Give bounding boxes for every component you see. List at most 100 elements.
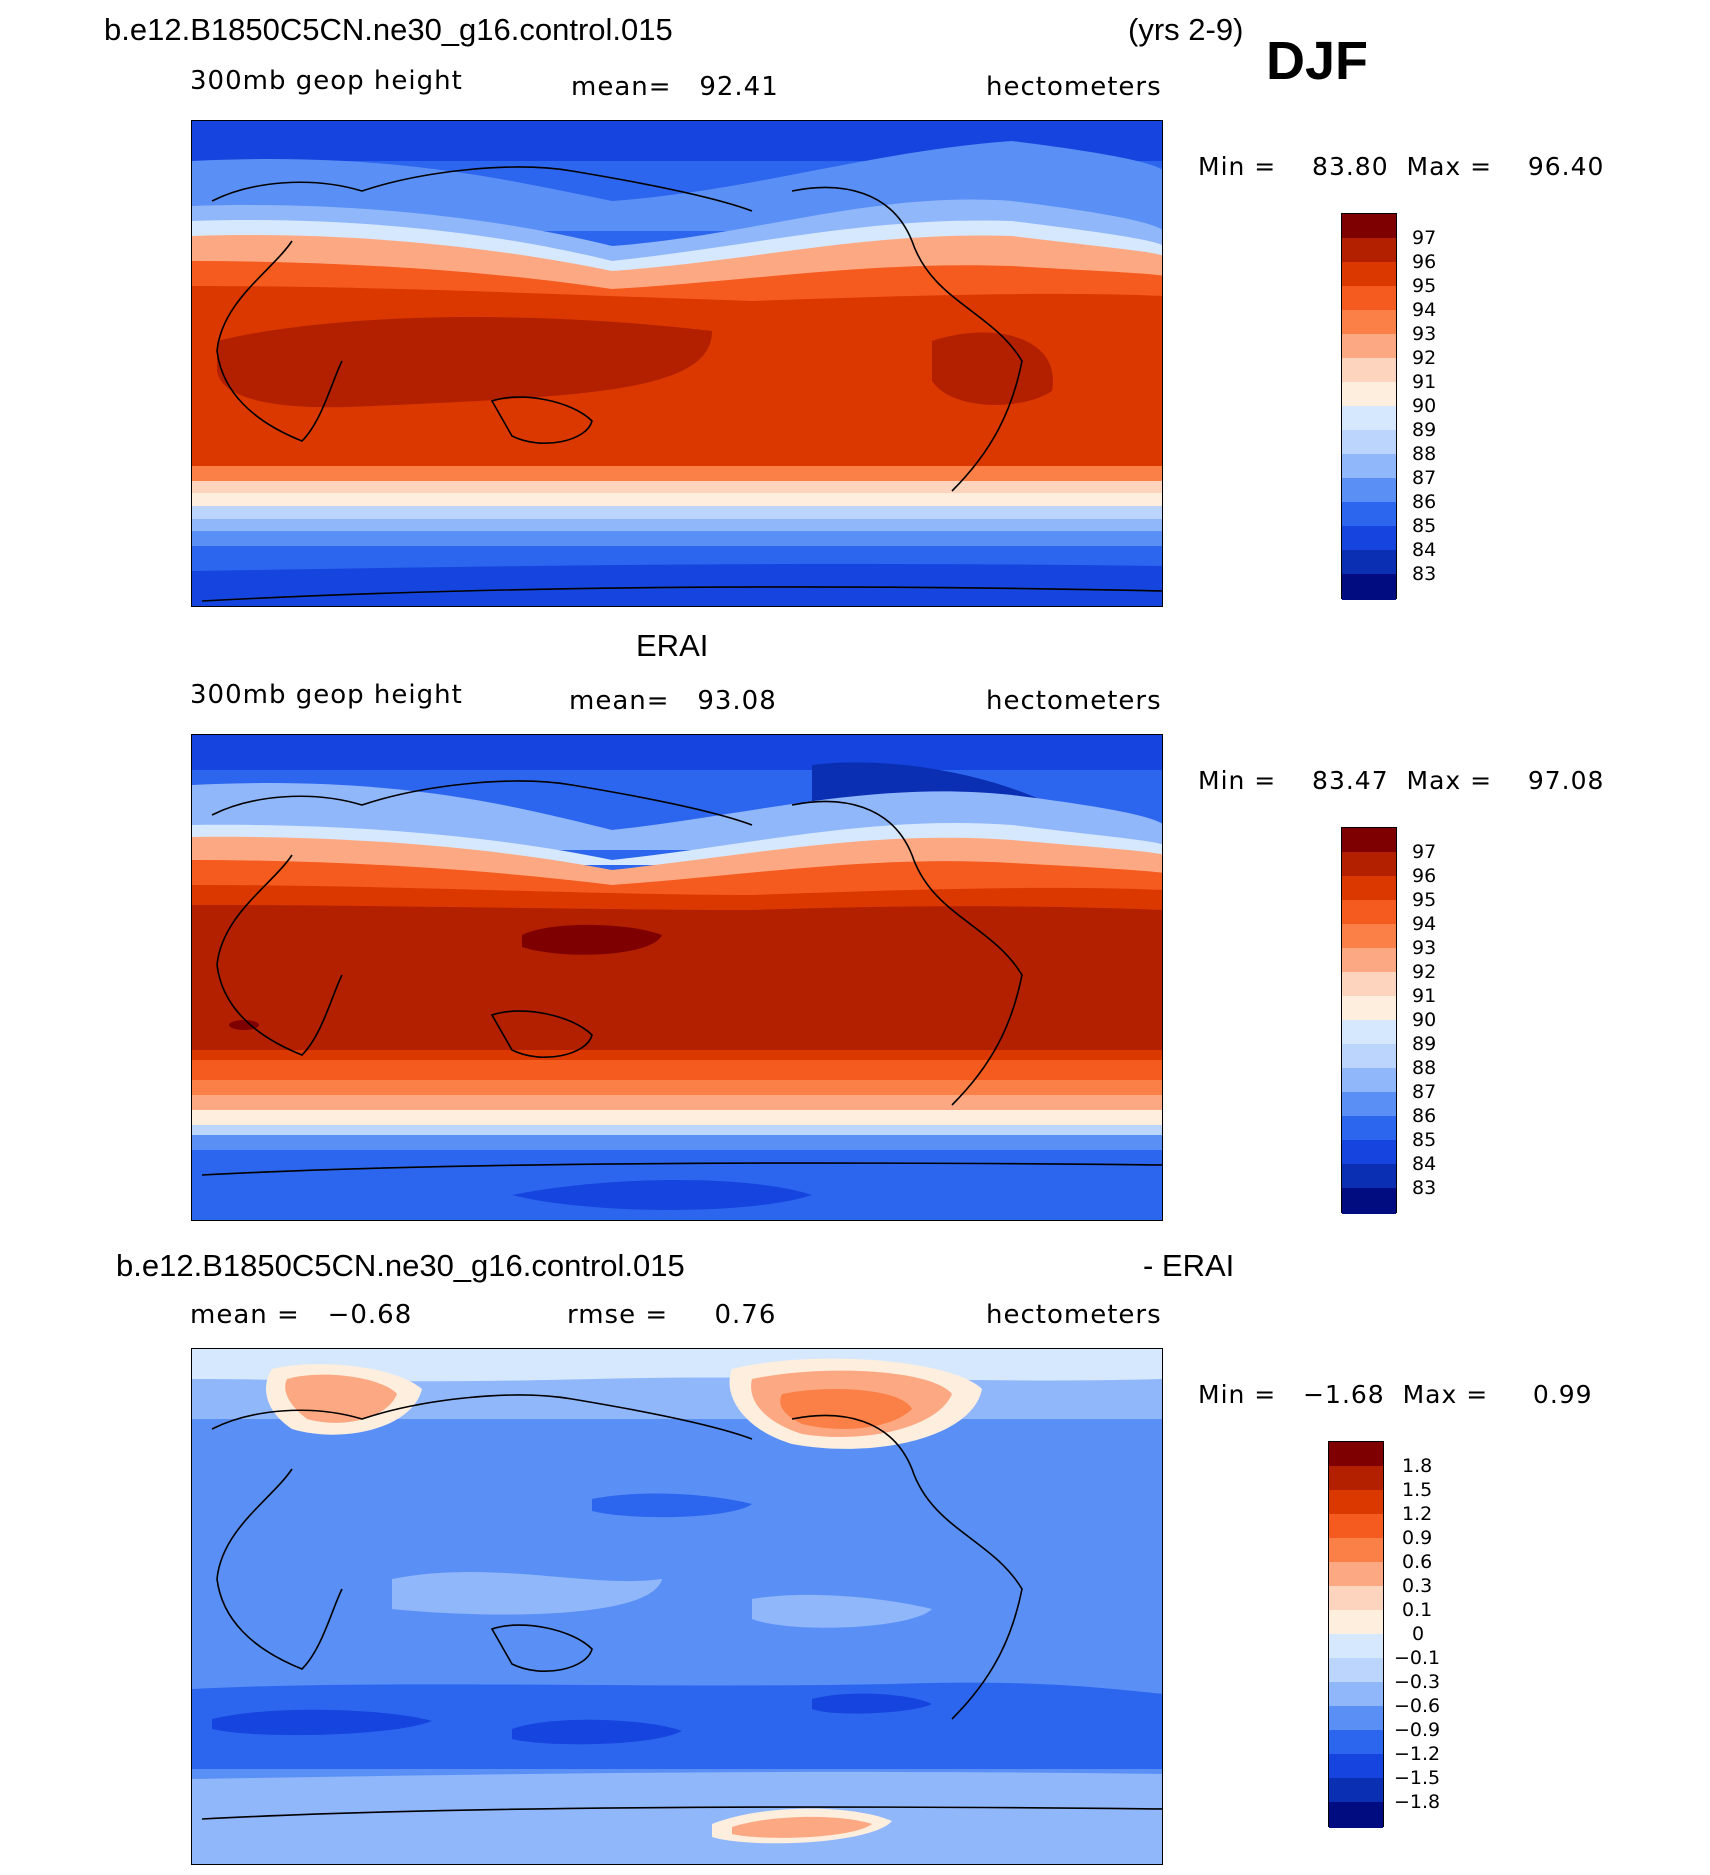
cbar2-seg — [1342, 1092, 1396, 1117]
cbar3-label: −1.2 — [1394, 1743, 1441, 1765]
panel2-mean: mean= 93.08 — [569, 686, 777, 716]
cbar2-seg — [1342, 1140, 1396, 1165]
cbar1-label: 90 — [1412, 395, 1437, 417]
panel3-mean: mean = −0.68 — [190, 1300, 413, 1330]
cbar1-label: 95 — [1412, 275, 1437, 297]
erai-map — [191, 734, 1163, 1221]
cbar2-label: 86 — [1412, 1105, 1437, 1127]
cbar3-seg — [1329, 1802, 1383, 1828]
cbar1-label: 94 — [1412, 299, 1437, 321]
cbar2-seg — [1342, 1188, 1396, 1214]
cbar1-seg — [1342, 430, 1396, 455]
panel1-variable: 300mb geop height — [190, 66, 463, 96]
cbar3-label: 0 — [1412, 1623, 1425, 1645]
cbar3-label: 1.8 — [1402, 1455, 1433, 1477]
cbar3-label: 1.2 — [1402, 1503, 1433, 1525]
panel3-colorbar — [1328, 1441, 1384, 1828]
cbar1-seg — [1342, 214, 1396, 239]
panel2-title: ERAI — [636, 628, 709, 663]
cbar2-label: 96 — [1412, 865, 1437, 887]
cbar1-seg — [1342, 334, 1396, 359]
panel3-units: hectometers — [986, 1300, 1162, 1330]
cbar2-label: 90 — [1412, 1009, 1437, 1031]
erai-field — [192, 735, 1162, 1220]
panel3-title-suffix: - ERAI — [1143, 1248, 1235, 1283]
cbar3-seg — [1329, 1634, 1383, 1659]
cbar1-seg — [1342, 382, 1396, 407]
cbar1-label: 86 — [1412, 491, 1437, 513]
cbar2-label: 94 — [1412, 913, 1437, 935]
cbar1-label: 88 — [1412, 443, 1437, 465]
cbar2-label: 92 — [1412, 961, 1437, 983]
cbar3-seg — [1329, 1730, 1383, 1755]
cbar3-label: 0.1 — [1402, 1599, 1433, 1621]
cbar3-label: 0.3 — [1402, 1575, 1433, 1597]
cbar2-seg — [1342, 1164, 1396, 1189]
cbar1-label: 92 — [1412, 347, 1437, 369]
panel1-units: hectometers — [986, 72, 1162, 102]
panel2-units: hectometers — [986, 686, 1162, 716]
cbar1-label: 84 — [1412, 539, 1437, 561]
panel2-variable: 300mb geop height — [190, 680, 463, 710]
cbar1-seg — [1342, 502, 1396, 527]
cbar2-seg — [1342, 924, 1396, 949]
cbar1-label: 89 — [1412, 419, 1437, 441]
cbar2-label: 84 — [1412, 1153, 1437, 1175]
cbar3-label: −0.1 — [1394, 1647, 1441, 1669]
cbar2-label: 89 — [1412, 1033, 1437, 1055]
case-title: b.e12.B1850C5CN.ne30_g16.control.015 — [104, 12, 673, 47]
cbar1-seg — [1342, 238, 1396, 263]
cbar2-seg — [1342, 900, 1396, 925]
cbar3-label: −1.5 — [1394, 1767, 1441, 1789]
cbar2-seg — [1342, 1068, 1396, 1093]
cbar2-seg — [1342, 996, 1396, 1021]
cbar3-label: −0.9 — [1394, 1719, 1441, 1741]
cbar1-seg — [1342, 286, 1396, 311]
cbar2-label: 93 — [1412, 937, 1437, 959]
cbar1-seg — [1342, 358, 1396, 383]
cbar3-seg — [1329, 1442, 1383, 1467]
cbar1-label: 85 — [1412, 515, 1437, 537]
cbar1-seg — [1342, 550, 1396, 575]
cbar2-seg — [1342, 972, 1396, 997]
cbar3-seg — [1329, 1514, 1383, 1539]
cbar1-seg — [1342, 526, 1396, 551]
cbar3-seg — [1329, 1490, 1383, 1515]
cbar2-seg — [1342, 828, 1396, 853]
cbar1-label: 96 — [1412, 251, 1437, 273]
cbar1-label: 83 — [1412, 563, 1437, 585]
difference-field — [192, 1349, 1162, 1864]
cbar3-seg — [1329, 1538, 1383, 1563]
difference-map — [191, 1348, 1163, 1865]
cbar2-label: 88 — [1412, 1057, 1437, 1079]
cbar1-label: 97 — [1412, 227, 1437, 249]
cbar3-seg — [1329, 1778, 1383, 1803]
cbar1-label: 93 — [1412, 323, 1437, 345]
cbar1-seg — [1342, 406, 1396, 431]
panel2-minmax: Min = 83.47 Max = 97.08 — [1198, 766, 1605, 795]
cbar2-seg — [1342, 948, 1396, 973]
season-label: DJF — [1266, 31, 1369, 91]
cbar1-seg — [1342, 262, 1396, 287]
panel3-title: b.e12.B1850C5CN.ne30_g16.control.015 — [116, 1248, 685, 1283]
cbar3-seg — [1329, 1682, 1383, 1707]
panel2-colorbar — [1341, 827, 1397, 1214]
cbar2-label: 91 — [1412, 985, 1437, 1007]
panel1-colorbar — [1341, 213, 1397, 600]
cbar1-seg — [1342, 310, 1396, 335]
cbar3-label: 0.6 — [1402, 1551, 1433, 1573]
cbar3-label: −0.3 — [1394, 1671, 1441, 1693]
cbar1-label: 91 — [1412, 371, 1437, 393]
cbar3-label: −1.8 — [1394, 1791, 1441, 1813]
cbar3-seg — [1329, 1586, 1383, 1611]
cbar3-seg — [1329, 1706, 1383, 1731]
cbar2-seg — [1342, 1020, 1396, 1045]
cbar3-seg — [1329, 1562, 1383, 1587]
cbar3-label: 0.9 — [1402, 1527, 1433, 1549]
panel1-minmax: Min = 83.80 Max = 96.40 — [1198, 152, 1605, 181]
cbar3-seg — [1329, 1658, 1383, 1683]
cbar2-label: 97 — [1412, 841, 1437, 863]
cbar1-seg — [1342, 574, 1396, 600]
cbar2-seg — [1342, 1044, 1396, 1069]
cbar2-seg — [1342, 852, 1396, 877]
